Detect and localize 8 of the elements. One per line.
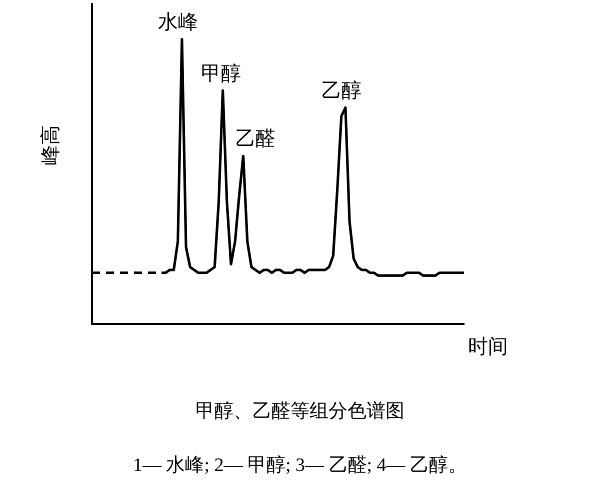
annotation: 乙醛	[235, 126, 276, 150]
text: 甲醇、乙醛等组分色谱图	[194, 399, 406, 424]
x-axis-title: 时间	[468, 334, 508, 358]
text: 1— 水峰; 2— 甲醇; 3— 乙醛; 4— 乙醇。	[132, 454, 468, 478]
text: 水峰	[158, 10, 198, 34]
annotation: 甲醇	[200, 60, 241, 85]
annotation: 乙醇	[321, 78, 362, 102]
y-axis-title: 峰高	[38, 124, 62, 165]
